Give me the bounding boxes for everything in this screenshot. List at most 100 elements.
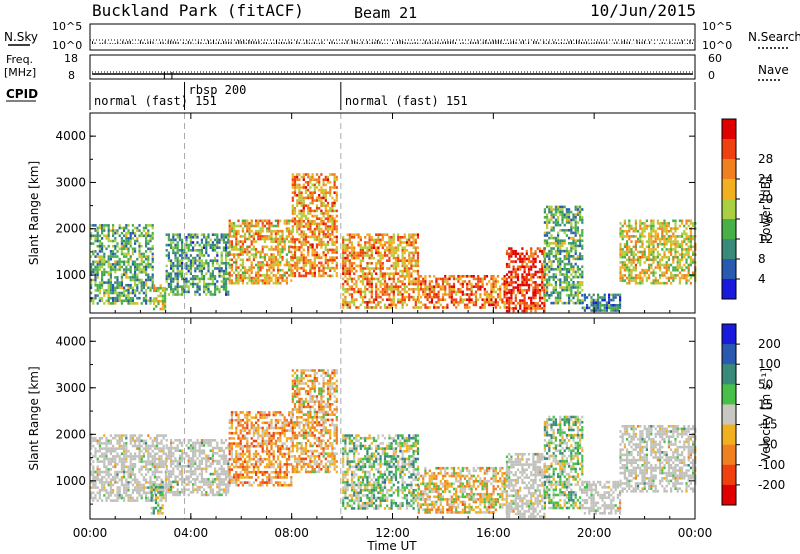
scatter-cell — [523, 288, 526, 292]
scatter-cell — [681, 274, 684, 277]
scatter-cell — [103, 294, 106, 297]
scatter-cell — [416, 246, 420, 249]
scatter-cell — [414, 264, 417, 268]
scatter-cell — [543, 231, 546, 235]
scatter-cell — [326, 212, 330, 215]
scatter-cell — [394, 259, 398, 262]
scatter-cell — [277, 261, 280, 264]
scatter-cell — [485, 290, 489, 294]
scatter-cell — [554, 213, 557, 216]
scatter-cell — [643, 235, 646, 238]
scatter-cell — [683, 255, 686, 259]
scatter-cell — [125, 244, 128, 248]
scatter-cell — [626, 245, 629, 249]
scatter-cell — [534, 309, 537, 313]
scatter-cell — [568, 275, 571, 279]
scatter-cell — [151, 234, 154, 238]
scatter-cell — [300, 201, 303, 205]
scatter-cell — [326, 201, 330, 205]
scatter-cell — [386, 306, 389, 309]
scatter-cell — [390, 298, 393, 301]
scatter-cell — [405, 272, 409, 275]
colorbar-tick-label: 24 — [758, 172, 773, 186]
scatter-cell — [665, 266, 668, 269]
scatter-cell — [183, 290, 186, 294]
scatter-cell — [521, 291, 524, 295]
scatter-cell — [118, 494, 121, 497]
scatter-cell — [151, 257, 154, 261]
scatter-cell — [470, 290, 473, 294]
scatter-cell — [187, 269, 190, 273]
scatter-cell — [302, 199, 305, 202]
scatter-cell — [92, 296, 95, 300]
scatter-cell — [499, 298, 502, 301]
scatter-cell — [127, 263, 130, 266]
scatter-cell — [572, 213, 575, 216]
scatter-cell — [550, 242, 553, 245]
scatter-cell — [643, 271, 646, 275]
scatter-cell — [196, 264, 199, 268]
scatter-cell — [674, 274, 677, 277]
scatter-cell — [663, 222, 666, 225]
scatter-cell — [189, 238, 192, 242]
scatter-cell — [554, 257, 557, 261]
scatter-cell — [650, 258, 653, 262]
scatter-cell — [329, 209, 332, 213]
scatter-cell — [350, 262, 354, 265]
scatter-cell — [257, 219, 260, 223]
scatter-cell — [428, 288, 431, 291]
scatter-cell — [261, 250, 264, 254]
scatter-cell — [120, 439, 123, 443]
scatter-cell — [298, 225, 301, 228]
scatter-cell — [288, 229, 291, 233]
scatter-cell — [261, 255, 264, 259]
scatter-cell — [192, 275, 195, 278]
scatter-cell — [277, 240, 280, 243]
scatter-cell — [623, 235, 626, 238]
scatter-cell — [181, 238, 184, 242]
scatter-cell — [377, 254, 380, 257]
scatter-cell — [667, 229, 670, 233]
scatter-cell — [652, 253, 655, 256]
scatter-cell — [565, 288, 568, 292]
scatter-cell — [209, 238, 212, 242]
scatter-cell — [455, 290, 458, 294]
scatter-cell — [344, 288, 347, 291]
scatter-cell — [663, 250, 666, 254]
scatter-cell — [637, 261, 640, 264]
scatter-cell — [92, 475, 95, 479]
scatter-cell — [523, 283, 526, 287]
scatter-cell — [237, 242, 240, 246]
scatter-cell — [492, 288, 495, 291]
scatter-cell — [252, 237, 255, 241]
scatter-cell — [689, 263, 692, 267]
scatter-cell — [659, 263, 662, 267]
scatter-cell — [335, 225, 338, 228]
scatter-cell — [125, 239, 128, 243]
scatter-cell — [200, 254, 203, 257]
scatter-cell — [448, 275, 451, 278]
scatter-cell — [165, 277, 168, 281]
scatter-cell — [288, 261, 291, 264]
scatter-cell — [519, 301, 522, 305]
scatter-cell — [621, 255, 624, 259]
scatter-cell — [315, 246, 319, 249]
scatter-cell — [490, 293, 493, 296]
scatter-cell — [96, 226, 99, 230]
scatter-cell — [416, 269, 420, 273]
scatter-cell — [220, 259, 223, 262]
scatter-cell — [123, 244, 126, 248]
scatter-cell — [131, 434, 134, 437]
scatter-cell — [388, 295, 391, 299]
scatter-cell — [397, 264, 400, 268]
scatter-cell — [125, 481, 128, 484]
scatter-cell — [237, 279, 240, 282]
colorbar-tick-label: 16 — [758, 212, 773, 226]
scatter-cell — [410, 295, 413, 299]
scatter-cell — [568, 270, 571, 274]
scatter-cell — [178, 233, 181, 236]
scatter-cell — [444, 306, 447, 309]
scatter-cell — [252, 232, 255, 236]
scatter-cell — [414, 249, 417, 252]
scatter-cell — [105, 470, 108, 474]
